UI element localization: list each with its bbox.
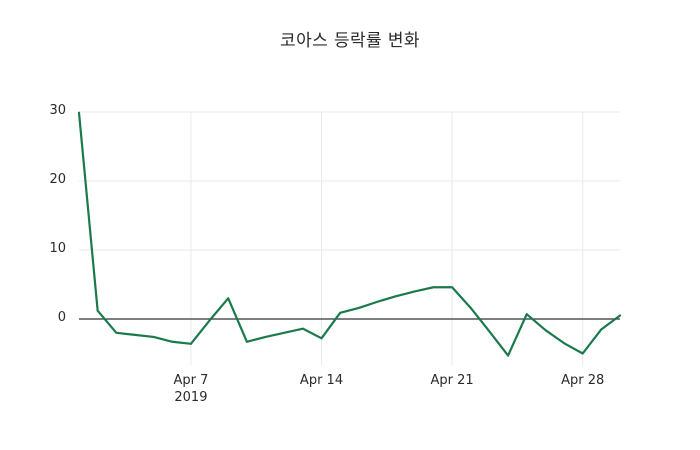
y-tick-label-30: 30 bbox=[49, 103, 66, 118]
vertical-gridlines bbox=[190, 112, 584, 365]
x-tick-primary: Apr 21 bbox=[430, 373, 474, 388]
horizontal-gridlines bbox=[79, 111, 620, 251]
x-tick-label-2: Apr 21 bbox=[392, 372, 512, 389]
x-tick-label-0: Apr 7 2019 bbox=[131, 372, 251, 406]
x-tick-primary: Apr 14 bbox=[299, 373, 344, 388]
x-tick-primary: Apr 7 bbox=[173, 373, 209, 388]
y-tick-label-10: 10 bbox=[49, 241, 66, 256]
chart-title: 코아스 등락률 변화 bbox=[280, 31, 420, 51]
y-tick-label-20: 20 bbox=[49, 172, 66, 187]
x-tick-label-1: Apr 14 bbox=[262, 372, 382, 389]
y-tick-label-0: 0 bbox=[57, 310, 66, 325]
x-tick-label-3: Apr 28 bbox=[523, 372, 643, 389]
x-tick-primary: Apr 28 bbox=[561, 373, 605, 388]
data-series-line bbox=[77, 111, 622, 357]
x-tick-year: 2019 bbox=[174, 390, 208, 405]
